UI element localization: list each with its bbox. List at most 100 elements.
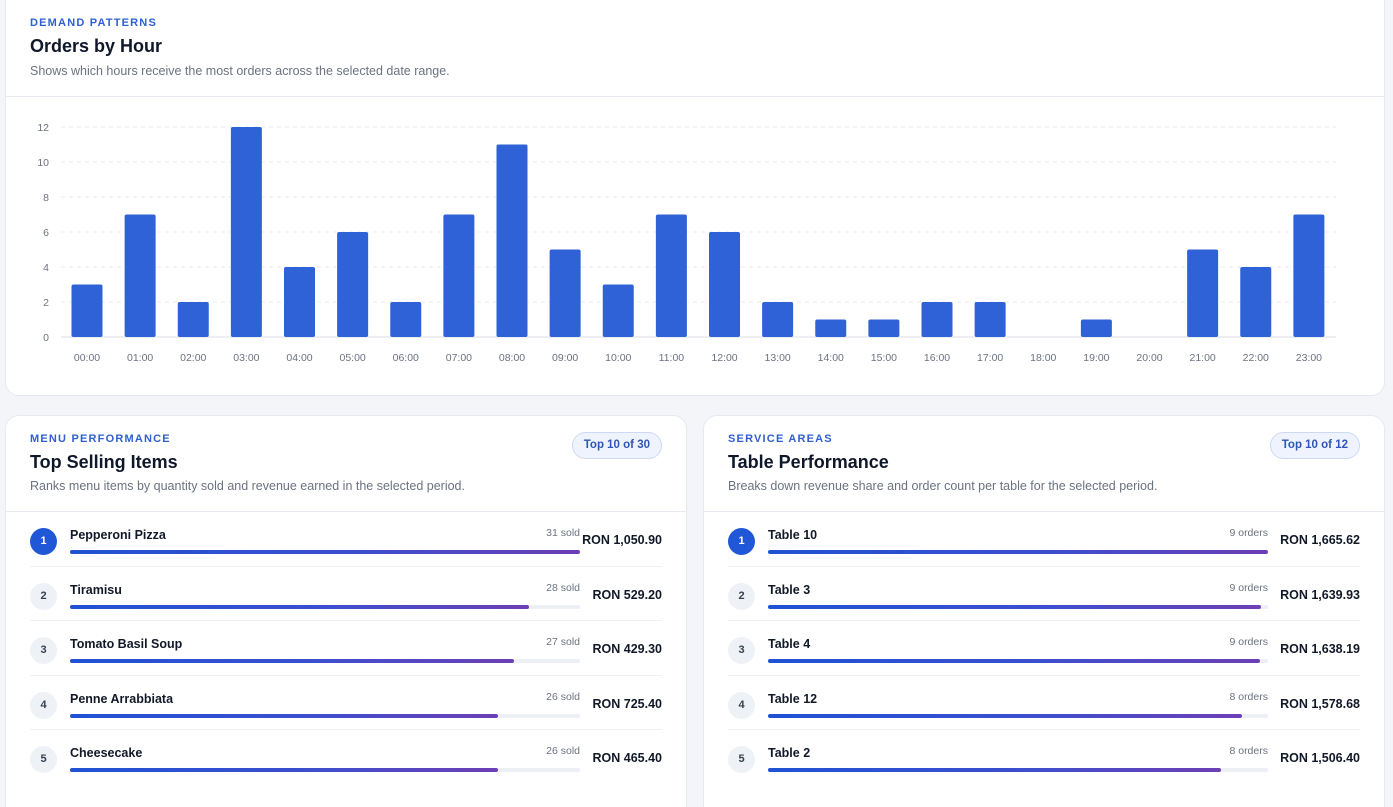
y-tick-label: 0 — [43, 332, 49, 344]
bar-01:00[interactable] — [124, 214, 156, 338]
share-bar-fill — [70, 768, 499, 772]
x-tick-label: 18:00 — [1030, 352, 1056, 364]
item-revenue: RON 1,638.19 — [1280, 642, 1360, 656]
x-tick-label: 02:00 — [180, 352, 206, 364]
bar-04:00[interactable] — [284, 267, 315, 337]
x-tick-label: 16:00 — [924, 352, 950, 364]
item-count: 9 orders — [1229, 581, 1268, 594]
x-tick-label: 13:00 — [764, 352, 790, 364]
item-name: Table 10 — [768, 528, 818, 542]
item-name: Tomato Basil Soup — [70, 637, 183, 651]
section-eyebrow: SERVICE AREAS — [728, 433, 833, 445]
x-tick-label: 15:00 — [871, 352, 897, 364]
bar-21:00[interactable] — [1187, 249, 1219, 338]
y-tick-label: 10 — [37, 157, 49, 169]
share-bar-track — [70, 604, 580, 609]
share-bar-track — [768, 604, 1268, 609]
share-bar-track — [70, 713, 580, 718]
card-title: Top Selling Items — [30, 452, 178, 472]
bar-05:00[interactable] — [337, 232, 369, 337]
share-bar-fill — [768, 713, 1242, 718]
bar-11:00[interactable] — [655, 214, 687, 338]
item-revenue: RON 1,506.40 — [1280, 751, 1360, 765]
x-tick-label: 10:00 — [605, 352, 631, 364]
list-item[interactable]: 5 Table 2 8 orders RON 1,506.40 — [728, 730, 1360, 785]
list-item[interactable]: 2 Table 3 9 orders RON 1,639.93 — [728, 567, 1360, 621]
bar-13:00[interactable] — [762, 302, 794, 337]
item-revenue: RON 1,665.62 — [1280, 533, 1360, 547]
x-tick-label: 23:00 — [1296, 352, 1322, 364]
item-name: Table 12 — [768, 691, 818, 706]
bar-02:00[interactable] — [177, 302, 209, 337]
item-count: 8 orders — [1229, 745, 1268, 757]
x-tick-label: 12:00 — [711, 352, 737, 364]
y-tick-label: 4 — [43, 262, 49, 274]
bar-03:00[interactable] — [230, 127, 262, 337]
divider — [6, 96, 1384, 97]
item-revenue: RON 1,639.93 — [1280, 587, 1360, 602]
list-item[interactable]: 4 Penne Arrabbiata 26 sold RON 725.40 — [30, 676, 662, 730]
bar-06:00[interactable] — [390, 302, 422, 337]
list-item[interactable]: 5 Cheesecake 26 sold RON 465.40 — [30, 730, 662, 785]
item-name: Table 3 — [768, 582, 811, 597]
bar-10:00[interactable] — [602, 284, 634, 338]
y-tick-label: 12 — [37, 122, 49, 134]
share-bar-fill — [70, 713, 499, 718]
y-tick-label: 8 — [43, 192, 49, 204]
item-revenue: RON 1,050.90 — [582, 533, 662, 547]
bar-22:00[interactable] — [1240, 267, 1272, 337]
x-tick-label: 22:00 — [1243, 352, 1269, 364]
item-name: Pepperoni Pizza — [70, 528, 166, 542]
bar-15:00[interactable] — [868, 319, 900, 338]
item-revenue: RON 465.40 — [592, 751, 662, 765]
share-bar-track — [768, 550, 1268, 554]
share-bar-fill — [768, 604, 1261, 609]
bar-09:00[interactable] — [549, 249, 581, 338]
item-name: Cheesecake — [70, 746, 143, 760]
rank-badge: 3 — [728, 637, 755, 664]
top-count-badge: Top 10 of 12 — [1269, 432, 1360, 459]
item-count: 26 sold — [546, 690, 580, 703]
share-bar-fill — [70, 604, 529, 609]
list-item[interactable]: 2 Tiramisu 28 sold RON 529.20 — [30, 567, 662, 621]
x-tick-label: 04:00 — [286, 352, 312, 364]
item-name: Table 2 — [768, 746, 811, 760]
bar-00:00[interactable] — [71, 284, 103, 338]
bar-12:00[interactable] — [709, 232, 740, 337]
table-performance-card: SERVICE AREAS Table Performance Breaks d… — [703, 415, 1385, 807]
item-count: 26 sold — [546, 745, 580, 757]
share-bar-track — [768, 768, 1268, 772]
card-subtitle: Breaks down revenue share and order coun… — [728, 479, 1158, 493]
item-revenue: RON 529.20 — [592, 587, 662, 602]
rank-badge: 4 — [728, 691, 755, 719]
bar-08:00[interactable] — [496, 144, 528, 338]
x-tick-label: 06:00 — [393, 352, 419, 364]
rank-badge: 4 — [30, 691, 57, 719]
rank-badge: 5 — [728, 746, 755, 773]
list-item[interactable]: 4 Table 12 8 orders RON 1,578.68 — [728, 676, 1360, 730]
y-tick-label: 2 — [43, 297, 49, 309]
section-eyebrow: DEMAND PATTERNS — [30, 17, 157, 29]
list-item[interactable]: 1 Pepperoni Pizza 31 sold RON 1,050.90 — [30, 512, 662, 567]
card-subtitle: Ranks menu items by quantity sold and re… — [30, 479, 465, 493]
bar-19:00[interactable] — [1080, 319, 1112, 338]
bar-16:00[interactable] — [921, 302, 953, 337]
bar-14:00[interactable] — [815, 319, 847, 338]
rank-badge: 2 — [728, 582, 755, 610]
list-item[interactable]: 3 Table 4 9 orders RON 1,638.19 — [728, 621, 1360, 676]
bar-17:00[interactable] — [974, 302, 1006, 337]
y-tick-label: 6 — [43, 227, 49, 239]
x-tick-label: 11:00 — [659, 352, 685, 364]
list-item[interactable]: 1 Table 10 9 orders RON 1,665.62 — [728, 512, 1360, 567]
item-count: 31 sold — [546, 527, 580, 539]
rank-badge: 1 — [30, 528, 57, 555]
x-tick-label: 08:00 — [499, 352, 525, 364]
bar-23:00[interactable] — [1293, 214, 1325, 338]
item-revenue: RON 1,578.68 — [1280, 696, 1360, 711]
x-tick-label: 00:00 — [74, 352, 100, 364]
item-count: 9 orders — [1229, 527, 1268, 539]
x-tick-label: 01:00 — [127, 352, 153, 364]
card-title: Table Performance — [728, 452, 889, 472]
bar-07:00[interactable] — [443, 214, 475, 338]
list-item[interactable]: 3 Tomato Basil Soup 27 sold RON 429.30 — [30, 621, 662, 676]
